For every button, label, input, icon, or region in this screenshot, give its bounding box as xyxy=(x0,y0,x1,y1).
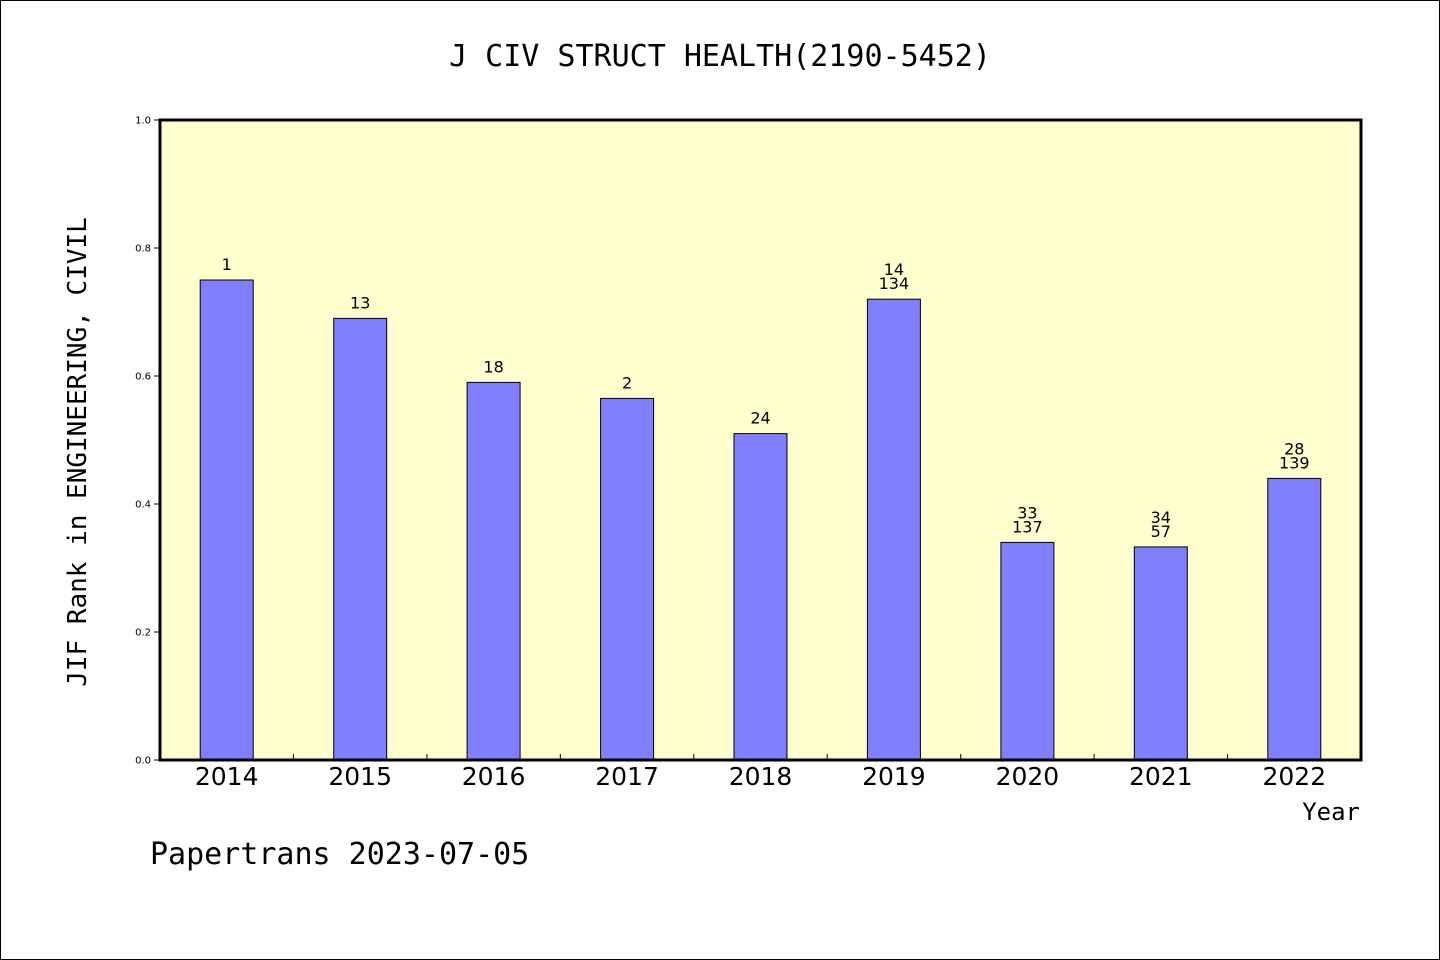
plot-border xyxy=(158,118,1363,762)
bar-data-label: 1 xyxy=(222,255,232,274)
bar-data-label: 33 xyxy=(1017,503,1037,522)
y-tick-label: 0.6 xyxy=(135,372,151,383)
bar-data-label: 14 xyxy=(884,260,904,279)
bar-data-label: 13 xyxy=(350,293,370,312)
x-axis-label: Year xyxy=(1302,798,1360,826)
x-tick-label: 2017 xyxy=(595,762,659,791)
x-tick-label: 2020 xyxy=(996,762,1060,791)
y-tick-label: 0.4 xyxy=(135,500,151,511)
bar-2019 xyxy=(866,298,921,761)
x-tick-label: 2018 xyxy=(729,762,793,791)
bar-2016 xyxy=(466,381,521,761)
bar-2020 xyxy=(1000,541,1055,761)
x-tick-label: 2016 xyxy=(462,762,526,791)
x-tick-label: 2022 xyxy=(1262,762,1326,791)
x-tick-label: 2014 xyxy=(195,762,259,791)
x-tick-label: 2021 xyxy=(1129,762,1193,791)
y-tick-label: 0.0 xyxy=(135,756,151,767)
bar-2017 xyxy=(600,397,655,761)
bar-2014 xyxy=(199,279,254,761)
y-tick-label: 0.2 xyxy=(135,628,151,639)
y-tick-label: 0.8 xyxy=(135,244,151,255)
bar-data-label: 2 xyxy=(622,373,632,392)
bar-2021 xyxy=(1133,546,1188,761)
x-tick-label: 2015 xyxy=(328,762,392,791)
bar-data-label: 139 xyxy=(1279,453,1310,472)
bar-data-label: 24 xyxy=(750,409,770,428)
footer-text: Papertrans 2023-07-05 xyxy=(150,837,529,872)
bar-2018 xyxy=(733,433,788,761)
bars-group xyxy=(199,279,1322,761)
bar-data-label: 57 xyxy=(1151,522,1171,541)
x-axis-ticks: 2014 2015 2016 2017 2018 2019 2020 2021 2022 xyxy=(195,754,1326,791)
bar-data-label: 18 xyxy=(483,357,503,376)
y-axis-label: JIF Rank in ENGINEERING, CIVIL xyxy=(63,217,93,687)
bar-data-label: 137 xyxy=(1012,517,1043,536)
bar-data-label: 28 xyxy=(1284,439,1304,458)
bar-2022 xyxy=(1267,477,1322,761)
bar-2015 xyxy=(333,317,388,761)
chart-title: J CIV STRUCT HEALTH(2190-5452) xyxy=(449,39,991,74)
x-tick-label: 2019 xyxy=(862,762,926,791)
y-axis-ticks: 0.0 0.2 0.4 0.6 0.8 1.0 xyxy=(135,116,160,767)
y-tick-label: 1.0 xyxy=(135,116,151,127)
bar-data-label: 34 xyxy=(1151,508,1171,527)
bar-data-label: 134 xyxy=(879,274,910,293)
